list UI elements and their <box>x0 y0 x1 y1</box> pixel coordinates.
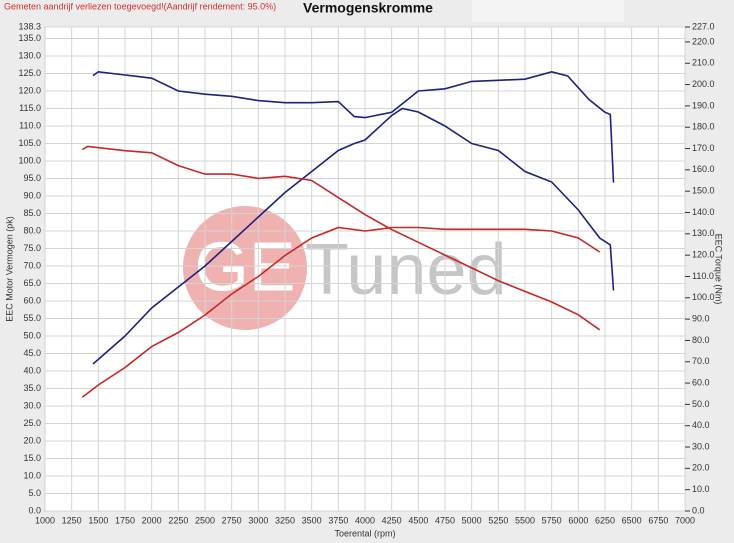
y2-tick-label: 210.0 <box>692 58 715 68</box>
y-tick-label: 15.0 <box>23 453 41 463</box>
y-tick-label: 55.0 <box>23 313 41 323</box>
x-tick-label: 6500 <box>622 515 642 525</box>
x-tick-label: 4000 <box>355 515 375 525</box>
x-tick-label: 2000 <box>142 515 162 525</box>
x-tick-label: 5750 <box>542 515 562 525</box>
y-tick-label: 120.0 <box>18 85 41 95</box>
y2-tick-label: 80.0 <box>692 335 710 345</box>
y-tick-label: 40.0 <box>23 365 41 375</box>
x-tick-label: 5250 <box>488 515 508 525</box>
y2-tick-label: 0.0 <box>692 505 705 515</box>
x-tick-label: 5500 <box>515 515 535 525</box>
y-tick-label: 90.0 <box>23 190 41 200</box>
y-tick-label: 100.0 <box>18 155 41 165</box>
y-tick-label: 70.0 <box>23 260 41 270</box>
y-tick-label: 95.0 <box>23 173 41 183</box>
x-tick-label: 6000 <box>568 515 588 525</box>
subtitle: Gemeten aandrijf verliezen toegevoegd!(A… <box>4 1 276 11</box>
y2-tick-label: 160.0 <box>692 164 715 174</box>
y-tick-label: 35.0 <box>23 383 41 393</box>
x-tick-label: 2250 <box>168 515 188 525</box>
y-tick-label: 5.0 <box>28 488 41 498</box>
y2-tick-label: 120.0 <box>692 250 715 260</box>
y-tick-label: 80.0 <box>23 225 41 235</box>
y2-tick-label: 60.0 <box>692 377 710 387</box>
y-tick-label: 138.3 <box>18 21 41 31</box>
y-tick-label: 125.0 <box>18 68 41 78</box>
y-tick-label: 0.0 <box>28 505 41 515</box>
y2-tick-label: 190.0 <box>692 100 715 110</box>
header-box <box>472 0 624 22</box>
y-tick-label: 75.0 <box>23 243 41 253</box>
y2-tick-label: 30.0 <box>692 441 710 451</box>
x-tick-label: 3750 <box>328 515 348 525</box>
x-tick-label: 1000 <box>35 515 55 525</box>
y-tick-label: 45.0 <box>23 348 41 358</box>
x-tick-label: 2750 <box>222 515 242 525</box>
x-tick-label: 6250 <box>595 515 615 525</box>
y2-tick-label: 180.0 <box>692 122 715 132</box>
y-tick-label: 105.0 <box>18 138 41 148</box>
line <box>92 107 615 365</box>
y-tick-label: 30.0 <box>23 400 41 410</box>
y2-tick-label: 150.0 <box>692 186 715 196</box>
y2-tick-label: 90.0 <box>692 313 710 323</box>
y-tick-label: 20.0 <box>23 435 41 445</box>
y-tick-label: 50.0 <box>23 330 41 340</box>
y2-tick-label: 220.0 <box>692 36 715 46</box>
y2-tick-label: 20.0 <box>692 463 710 473</box>
y2-axis-label: EEC Torque (Nm) <box>714 234 724 305</box>
y2-tick-label: 110.0 <box>692 271 714 281</box>
x-tick-label: 1750 <box>115 515 135 525</box>
y-tick-label: 85.0 <box>23 208 41 218</box>
watermark-circle <box>183 206 307 330</box>
x-tick-label: 2500 <box>195 515 215 525</box>
y-tick-label: 135.0 <box>18 33 41 43</box>
y2-tick-label: 170.0 <box>692 143 715 153</box>
line <box>81 226 601 398</box>
y2-tick-label: 227.0 <box>692 21 715 31</box>
y2-tick-label: 40.0 <box>692 420 710 430</box>
x-tick-label: 3500 <box>302 515 322 525</box>
y2-tick-label: 10.0 <box>692 484 710 494</box>
line <box>92 70 615 183</box>
y-tick-label: 130.0 <box>18 50 41 60</box>
y2-tick-label: 70.0 <box>692 356 710 366</box>
y2-tick-label: 130.0 <box>692 228 715 238</box>
y-axis-label: EEC Motor Vermogen (pk) <box>4 216 14 322</box>
y-tick-label: 110.0 <box>19 120 41 130</box>
y-tick-label: 25.0 <box>23 418 41 428</box>
x-axis-label: Toerental (rpm) <box>334 528 395 538</box>
y-tick-label: 115.0 <box>19 103 41 113</box>
y-tick-label: 65.0 <box>23 278 41 288</box>
y-tick-label: 60.0 <box>23 295 41 305</box>
x-tick-label: 4500 <box>408 515 428 525</box>
chart-title: Vermogenskromme <box>303 0 433 16</box>
y2-tick-label: 100.0 <box>692 292 715 302</box>
x-tick-label: 6750 <box>648 515 668 525</box>
x-tick-label: 5000 <box>462 515 482 525</box>
y2-tick-label: 50.0 <box>692 399 710 409</box>
x-tick-label: 4750 <box>435 515 455 525</box>
y-tick-label: 10.0 <box>23 470 41 480</box>
x-tick-label: 3000 <box>248 515 268 525</box>
x-tick-label: 1250 <box>62 515 82 525</box>
line <box>81 145 601 331</box>
x-tick-label: 3250 <box>275 515 295 525</box>
y2-tick-label: 140.0 <box>692 207 715 217</box>
x-tick-label: 1500 <box>88 515 108 525</box>
x-tick-label: 7000 <box>675 515 695 525</box>
y2-tick-label: 200.0 <box>692 79 715 89</box>
x-tick-label: 4250 <box>382 515 402 525</box>
